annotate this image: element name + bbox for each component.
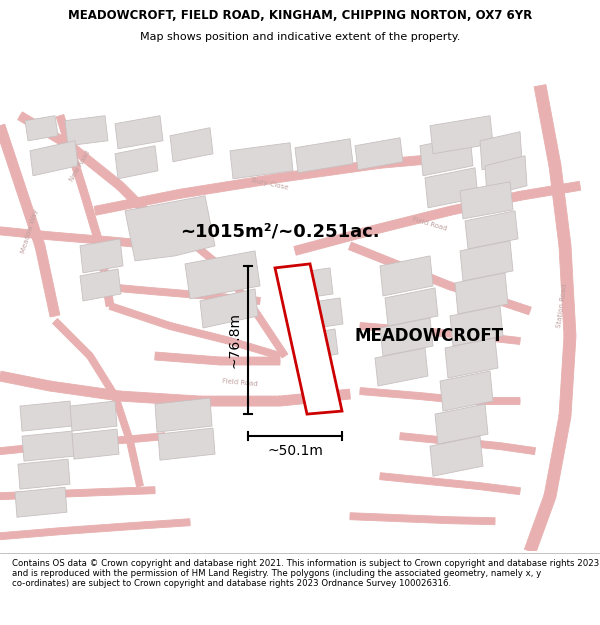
Polygon shape [17, 112, 158, 224]
Text: MEADOWCROFT: MEADOWCROFT [355, 327, 504, 345]
Polygon shape [460, 241, 513, 281]
Polygon shape [115, 116, 163, 149]
Polygon shape [80, 269, 121, 301]
Polygon shape [480, 132, 522, 170]
Polygon shape [230, 142, 293, 179]
Polygon shape [430, 116, 493, 154]
Polygon shape [109, 302, 281, 359]
Polygon shape [460, 182, 513, 219]
Polygon shape [163, 218, 288, 358]
Polygon shape [425, 168, 478, 208]
Polygon shape [350, 512, 495, 525]
Polygon shape [200, 289, 258, 328]
Polygon shape [385, 288, 438, 326]
Text: Field Road: Field Road [412, 216, 448, 232]
Polygon shape [275, 264, 342, 414]
Polygon shape [18, 459, 70, 489]
Polygon shape [80, 239, 123, 273]
Text: ~1015m²/~0.251ac.: ~1015m²/~0.251ac. [180, 223, 380, 241]
Text: ~76.8m: ~76.8m [228, 312, 242, 368]
Polygon shape [65, 116, 108, 146]
Polygon shape [380, 256, 433, 296]
Polygon shape [440, 371, 493, 411]
Polygon shape [125, 196, 215, 261]
Polygon shape [30, 141, 78, 176]
Polygon shape [380, 472, 520, 494]
Polygon shape [0, 519, 190, 540]
Polygon shape [0, 432, 166, 454]
Polygon shape [445, 338, 498, 378]
Polygon shape [420, 136, 473, 176]
Text: Station Road: Station Road [556, 284, 568, 328]
Polygon shape [72, 429, 119, 459]
Polygon shape [294, 181, 581, 255]
Text: New Road: New Road [69, 149, 91, 182]
Polygon shape [15, 487, 67, 518]
Text: Meadow Way: Meadow Way [20, 208, 40, 254]
Polygon shape [56, 114, 114, 307]
Polygon shape [450, 306, 503, 346]
Polygon shape [70, 401, 117, 431]
Text: Field Road: Field Road [222, 379, 258, 388]
Polygon shape [53, 319, 143, 487]
Text: ~50.1m: ~50.1m [267, 444, 323, 458]
Polygon shape [185, 251, 260, 299]
Polygon shape [0, 124, 60, 317]
Polygon shape [400, 432, 535, 454]
Polygon shape [355, 138, 403, 170]
Polygon shape [295, 329, 338, 361]
Polygon shape [0, 227, 166, 250]
Polygon shape [375, 348, 428, 386]
Polygon shape [290, 268, 333, 300]
Polygon shape [115, 146, 158, 179]
Polygon shape [0, 487, 155, 499]
Polygon shape [95, 282, 260, 304]
Polygon shape [20, 401, 72, 431]
Polygon shape [455, 273, 508, 314]
Polygon shape [435, 404, 488, 444]
Polygon shape [155, 352, 280, 365]
Text: Map shows position and indicative extent of the property.: Map shows position and indicative extent… [140, 32, 460, 42]
Polygon shape [360, 388, 520, 404]
Polygon shape [380, 318, 433, 356]
Polygon shape [300, 298, 343, 330]
Polygon shape [524, 84, 576, 553]
Polygon shape [22, 431, 74, 461]
Polygon shape [94, 151, 470, 215]
Polygon shape [485, 156, 527, 196]
Polygon shape [155, 398, 212, 432]
Polygon shape [349, 242, 531, 315]
Polygon shape [295, 139, 353, 172]
Text: Bury Close: Bury Close [251, 177, 289, 191]
Polygon shape [465, 211, 518, 249]
Polygon shape [360, 322, 520, 344]
Text: Contains OS data © Crown copyright and database right 2021. This information is : Contains OS data © Crown copyright and d… [12, 559, 599, 588]
Polygon shape [0, 371, 350, 406]
Text: MEADOWCROFT, FIELD ROAD, KINGHAM, CHIPPING NORTON, OX7 6YR: MEADOWCROFT, FIELD ROAD, KINGHAM, CHIPPI… [68, 9, 532, 22]
Polygon shape [170, 127, 213, 162]
Polygon shape [158, 428, 215, 460]
Polygon shape [430, 436, 483, 476]
Polygon shape [25, 116, 58, 141]
